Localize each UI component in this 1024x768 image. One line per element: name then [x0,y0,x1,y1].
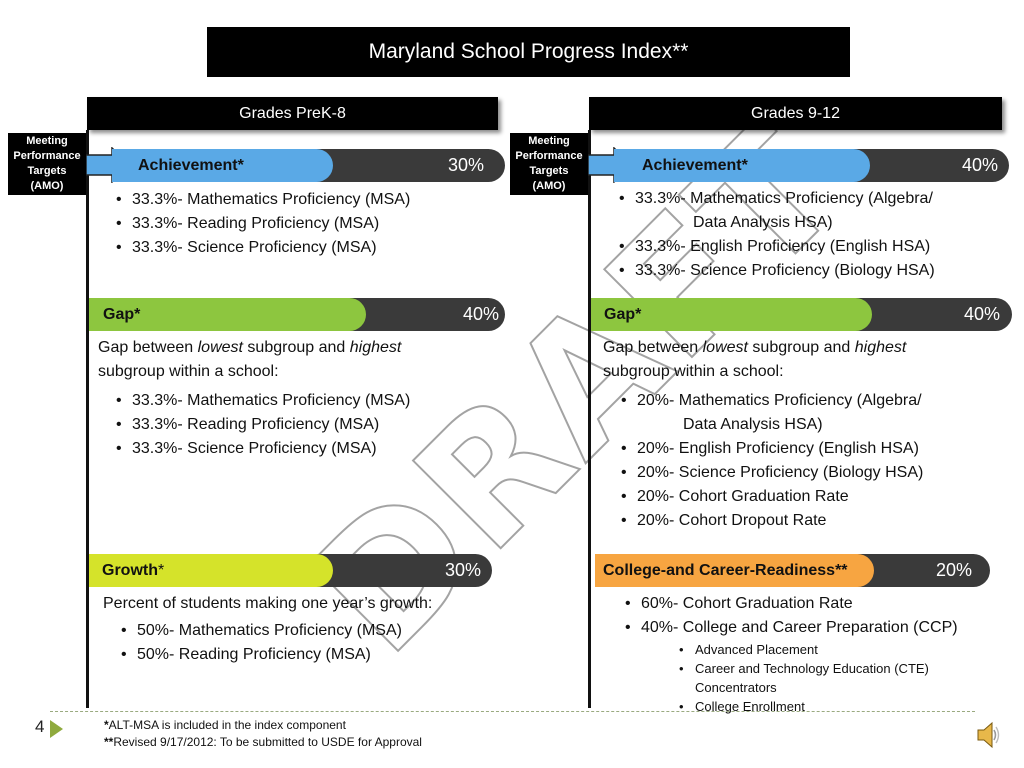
right-ccr-fill [595,554,874,587]
left-growth-intro: Percent of students making one year’s gr… [103,595,433,612]
right-gap-fill [591,298,872,331]
left-gap-list: 33.3%- Mathematics Proficiency (MSA) 33.… [114,389,410,461]
right-gap-pct: 40% [964,304,1001,324]
list-item: 20%- English Proficiency (English HSA) [619,437,999,461]
list-item: 33.3%- Science Proficiency (MSA) [114,236,410,260]
left-column-line [86,130,89,708]
left-gap-fill [89,298,366,331]
list-item: College Enrollment [677,697,1008,716]
speaker-icon[interactable] [977,720,1001,750]
right-ccr-label: College-and Career-Readiness** [603,561,848,579]
left-achievement-fill [112,149,333,182]
left-gap-pct: 40% [463,304,500,324]
right-ccr-bar: College-and Career-Readiness** 20% [595,554,990,587]
list-item: 20%- Mathematics Proficiency (Algebra/Da… [619,389,999,437]
right-column-header: Grades 9-12 [589,97,1002,130]
left-achievement-label: Achievement* [138,156,244,174]
list-item: 33.3%- Mathematics Proficiency (MSA) [114,188,410,212]
right-achievement-pct: 40% [962,155,999,175]
left-gap-label: Gap* [103,305,141,323]
list-item: 60%- Cohort Graduation Rate [623,592,1008,616]
right-ccr-pct: 20% [936,560,973,580]
left-achievement-list: 33.3%- Mathematics Proficiency (MSA) 33.… [114,188,410,260]
list-item: 33.3%- Mathematics Proficiency (Algebra/… [617,187,997,235]
left-growth-fill [89,554,333,587]
list-item: 50%- Mathematics Proficiency (MSA) [119,619,402,643]
list-item: 20%- Cohort Dropout Rate [619,509,999,533]
right-gap-bar: Gap* 40% [591,298,1012,331]
left-amo-box: Meeting Performance Targets (AMO) [8,133,86,195]
left-growth-bar: Growth * 30% [89,554,492,587]
right-achievement-fill [614,149,870,182]
footnote-2: **Revised 9/17/2012: To be submitted to … [104,735,422,749]
left-achievement-bar: Achievement* 30% [112,149,505,182]
ccp-sublist: Advanced Placement Career and Technology… [677,640,1008,716]
left-growth-label: Growth * [102,561,165,579]
list-item: 33.3%- Reading Proficiency (MSA) [114,413,410,437]
list-item: 33.3%- Science Proficiency (MSA) [114,437,410,461]
left-growth-pct: 30% [445,560,482,580]
list-item: Advanced Placement [677,640,1008,659]
left-gap-intro: Gap between lowest subgroup and highest … [98,339,402,380]
right-amo-box: Meeting Performance Targets (AMO) [510,133,588,195]
left-growth-list: 50%- Mathematics Proficiency (MSA) 50%- … [119,619,402,667]
list-item: 33.3%- English Proficiency (English HSA) [617,235,997,259]
left-column-header: Grades PreK-8 [87,97,498,130]
footnote-1: *ALT-MSA is included in the index compon… [104,718,346,732]
list-item: 33.3%- Science Proficiency (Biology HSA) [617,259,997,283]
list-item: 20%- Cohort Graduation Rate [619,485,999,509]
list-item-continuation: Concentrators [695,680,777,695]
page-number: 4 [35,717,45,736]
next-slide-arrow-icon[interactable] [50,720,63,738]
list-item: 20%- Science Proficiency (Biology HSA) [619,461,999,485]
right-ccr-list: 60%- Cohort Graduation Rate 40%- College… [623,592,1008,716]
slide-title: Maryland School Progress Index** [207,27,850,77]
right-achievement-list: 33.3%- Mathematics Proficiency (Algebra/… [617,187,997,283]
list-item: 33.3%- Mathematics Proficiency (MSA) [114,389,410,413]
right-gap-list: 20%- Mathematics Proficiency (Algebra/Da… [619,389,999,533]
left-achievement-pct: 30% [448,155,485,175]
right-achievement-label: Achievement* [642,156,748,174]
footer-divider [50,711,975,712]
right-gap-label: Gap* [604,305,642,323]
right-column-line [588,130,591,708]
right-gap-intro: Gap between lowest subgroup and highest … [603,339,907,380]
list-item: Career and Technology Education (CTE) [677,659,1008,678]
list-item: 40%- College and Career Preparation (CCP… [623,616,1008,716]
list-item: 33.3%- Reading Proficiency (MSA) [114,212,410,236]
list-item: 50%- Reading Proficiency (MSA) [119,643,402,667]
left-gap-bar: Gap* 40% [89,298,505,331]
right-achievement-bar: Achievement* 40% [614,149,1009,182]
